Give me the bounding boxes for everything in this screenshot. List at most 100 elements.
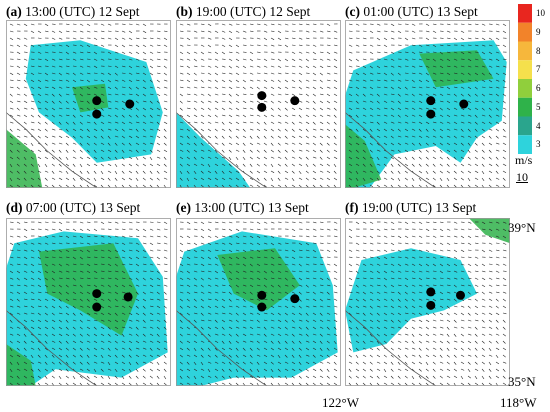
wind-vector	[100, 354, 104, 358]
wind-vector	[277, 170, 281, 174]
wind-vector	[79, 58, 84, 61]
wind-vector	[446, 298, 451, 301]
wind-vector	[446, 347, 450, 351]
wind-vector	[369, 298, 374, 301]
wind-vector	[488, 135, 492, 139]
wind-vector	[37, 86, 42, 89]
wind-vector	[114, 305, 119, 307]
wind-vector	[65, 86, 70, 88]
wind-vector	[355, 170, 359, 175]
wind-vector	[114, 382, 118, 386]
wind-vector	[390, 270, 395, 273]
wind-vector	[453, 121, 458, 125]
high-wind-region	[39, 243, 138, 336]
wind-vector	[298, 149, 303, 152]
wind-vector	[305, 312, 309, 316]
wind-vector	[376, 86, 381, 88]
wind-vector	[72, 163, 76, 167]
wind-vector	[460, 128, 464, 132]
high-wind-region	[419, 50, 494, 88]
wind-vector	[481, 51, 486, 55]
wind-vector	[51, 326, 55, 330]
wind-map	[176, 20, 341, 188]
wind-vector	[242, 221, 247, 223]
wind-vector	[390, 333, 395, 336]
wind-vector	[37, 65, 42, 68]
wind-vector	[355, 284, 359, 288]
wind-vector	[186, 37, 191, 41]
wind-vector	[291, 79, 296, 83]
wind-vector	[30, 347, 35, 350]
wind-vector	[502, 79, 506, 83]
wind-vector	[355, 93, 359, 97]
panel-time: 19:00 (UTC) 13 Sept	[361, 200, 477, 215]
wind-vector	[474, 93, 478, 97]
wind-vector	[86, 312, 91, 315]
wind-vector	[51, 305, 56, 309]
wind-vector	[270, 319, 275, 322]
wind-vector	[502, 128, 506, 132]
wind-vector	[390, 37, 395, 40]
wind-vector	[404, 184, 408, 188]
wind-vector	[488, 121, 492, 125]
wind-vector	[249, 30, 254, 32]
wind-vector	[284, 361, 289, 364]
wind-vector	[362, 184, 367, 188]
wind-vector	[439, 375, 443, 379]
wind-vector	[404, 333, 409, 336]
wind-vector	[291, 184, 296, 188]
wind-vector	[474, 291, 479, 294]
wind-vector	[305, 86, 310, 89]
wind-vector	[228, 135, 232, 139]
wind-vector	[51, 86, 56, 89]
wind-vector	[23, 312, 28, 315]
wind-vector	[256, 156, 260, 160]
wind-vector	[121, 65, 126, 68]
wind-vector	[284, 149, 288, 153]
wind-vector	[312, 228, 317, 231]
wind-vector	[284, 382, 289, 386]
wind-vector	[502, 142, 507, 146]
wind-vector	[376, 326, 380, 330]
wind-vector	[481, 277, 486, 280]
wind-vector	[305, 163, 309, 167]
wind-vector	[418, 333, 423, 337]
wind-vector	[93, 65, 98, 68]
wind-vector	[439, 149, 443, 153]
wind-vector	[495, 270, 500, 273]
wind-vector	[58, 30, 63, 34]
wind-vector	[72, 72, 76, 76]
wind-vector	[221, 382, 226, 385]
wind-vector	[65, 135, 70, 139]
wind-vector	[348, 284, 353, 287]
wind-vector	[249, 263, 253, 267]
wind-vector	[439, 221, 444, 223]
wind-vector	[284, 242, 289, 244]
station-marker	[426, 300, 436, 310]
wind-vector	[163, 256, 168, 259]
wind-vector	[37, 354, 41, 358]
wind-vector	[37, 235, 42, 238]
wind-vector	[100, 58, 105, 61]
wind-vector	[418, 170, 423, 174]
wind-vector	[65, 368, 69, 372]
wind-vector	[200, 256, 205, 260]
wind-vector	[425, 354, 430, 358]
wind-vector	[474, 86, 478, 90]
wind-vector	[214, 242, 219, 245]
wind-vector	[107, 142, 111, 146]
wind-vector	[207, 107, 211, 111]
wind-vector	[37, 284, 42, 288]
wind-vector	[186, 107, 191, 110]
wind-vector	[404, 121, 409, 124]
wind-vector	[411, 333, 415, 337]
wind-vector	[200, 235, 205, 239]
wind-vector	[502, 114, 506, 118]
wind-vector	[425, 142, 429, 146]
wind-vector	[333, 65, 338, 68]
wind-vector	[9, 163, 13, 168]
wind-vector	[467, 149, 471, 153]
wind-vector	[474, 256, 479, 259]
wind-vector	[128, 149, 133, 152]
wind-vector	[418, 312, 422, 316]
